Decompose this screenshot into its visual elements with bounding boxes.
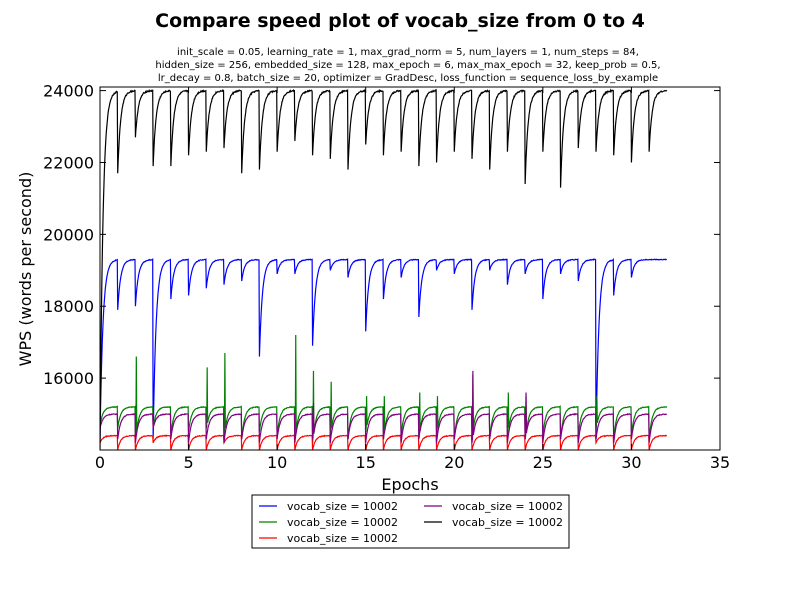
tick-layer: 0 5 10 15 20 25 30 35 16000 18000 20000 22000 24000 — [43, 82, 730, 472]
legend-label-2: vocab_size = 10002 — [287, 516, 398, 529]
legend-label-5: vocab_size = 10002 — [452, 516, 563, 529]
x-axis-label: Epochs — [381, 475, 438, 494]
plot-frame — [99, 86, 721, 451]
x-tick-label: 25 — [533, 453, 553, 472]
x-tick-label: 10 — [267, 453, 287, 472]
chart-subtitle-line-1: init_scale = 0.05, learning_rate = 1, ma… — [177, 47, 639, 58]
y-tick-label: 22000 — [43, 153, 94, 172]
x-tick-label: 35 — [710, 453, 730, 472]
x-tick-label: 20 — [444, 453, 464, 472]
legend-label-3: vocab_size = 10002 — [287, 532, 398, 545]
y-tick-label: 24000 — [43, 82, 94, 101]
x-tick-label: 5 — [183, 453, 193, 472]
chart-subtitle-line-2: hidden_size = 256, embedded_size = 128, … — [155, 60, 660, 71]
y-tick-label: 16000 — [43, 369, 94, 388]
legend-label-1: vocab_size = 10002 — [287, 500, 398, 513]
chart-title: Compare speed plot of vocab_size from 0 … — [155, 10, 645, 32]
x-tick-label: 30 — [621, 453, 641, 472]
series-line-3 — [100, 433, 667, 450]
series-line-4 — [100, 370, 667, 443]
y-tick-label: 18000 — [43, 297, 94, 316]
x-tick-label: 0 — [95, 453, 105, 472]
series-line-5 — [100, 88, 668, 450]
series-layer — [100, 88, 668, 450]
series-line-1 — [100, 257, 667, 440]
legend-label-4: vocab_size = 10002 — [452, 500, 563, 513]
legend-box — [251, 494, 570, 549]
y-tick-label: 20000 — [43, 225, 94, 244]
legend: vocab_size = 10002 vocab_size = 10002 vo… — [251, 494, 570, 549]
chart-subtitle-line-3: lr_decay = 0.8, batch_size = 20, optimiz… — [158, 73, 658, 84]
x-tick-label: 15 — [356, 453, 376, 472]
y-axis-label: WPS (words per second) — [16, 172, 35, 367]
